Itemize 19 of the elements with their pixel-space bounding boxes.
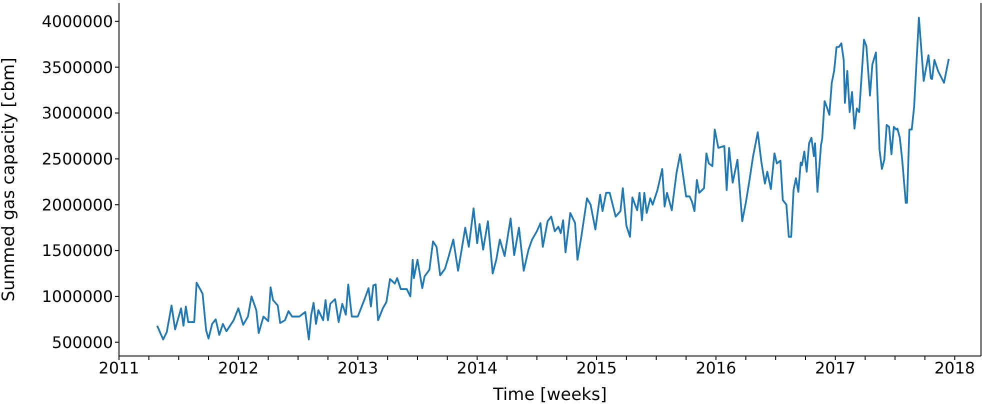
y-tick-label: 3500000	[42, 58, 113, 77]
y-tick-label: 2000000	[42, 195, 113, 214]
y-tick-label: 500000	[52, 332, 113, 352]
y-axis-title: Summed gas capacity [cbm]	[0, 58, 20, 302]
x-tick-label: 2015	[576, 358, 617, 378]
x-tick-label: 2018	[934, 358, 976, 378]
x-tick-label: 2016	[696, 358, 736, 378]
y-tick-label: 4000000	[42, 12, 113, 32]
line-series	[156, 16, 950, 340]
x-axis-title: Time [weeks]	[492, 385, 607, 405]
x-tick-label: 2011	[98, 358, 140, 378]
x-tick-label: 2012	[218, 358, 259, 378]
y-tick-label: 1500000	[42, 241, 113, 260]
y-tick-label: 3000000	[42, 104, 113, 123]
x-tick-label: 2017	[814, 358, 856, 378]
y-tick-label: 2500000	[42, 150, 113, 169]
y-tick-label: 1000000	[42, 287, 113, 306]
x-tick-label: 2013	[337, 358, 378, 378]
x-tick-label: 2014	[456, 358, 498, 378]
